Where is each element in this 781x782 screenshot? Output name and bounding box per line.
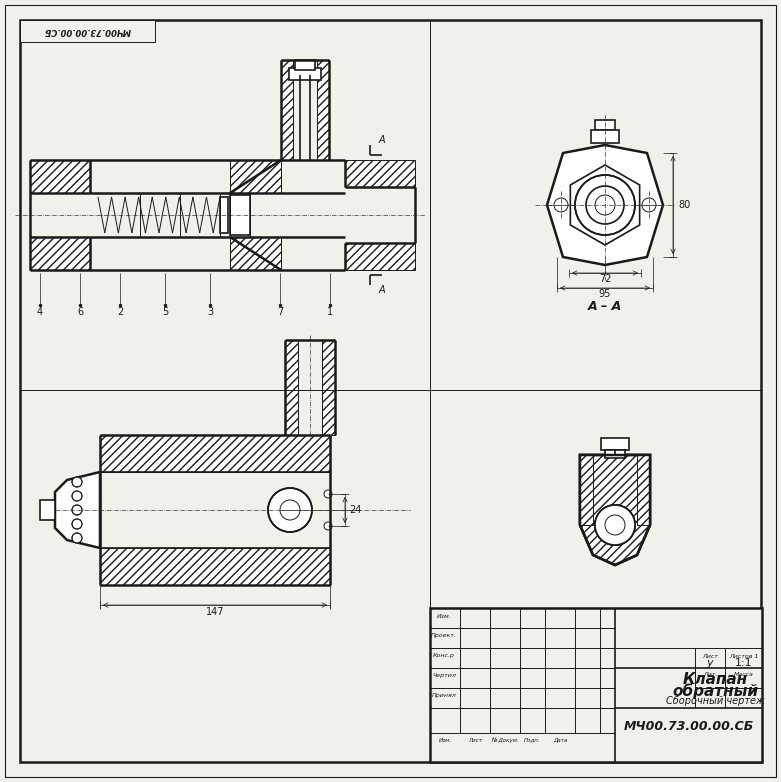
Text: 6: 6	[77, 307, 83, 317]
Text: Изм.: Изм.	[437, 614, 451, 619]
Text: 72: 72	[599, 274, 612, 284]
Circle shape	[72, 477, 82, 487]
Text: А: А	[379, 135, 385, 145]
Bar	[591, 130, 619, 143]
Text: Масса: Масса	[733, 673, 754, 677]
Circle shape	[72, 519, 82, 529]
Text: Принял: Принял	[432, 694, 456, 698]
Text: Лит.: Лит.	[703, 673, 717, 677]
Text: 7: 7	[277, 307, 284, 317]
Text: МЧ00.73.00.00.СБ: МЧ00.73.00.00.СБ	[623, 719, 754, 733]
Bar	[100, 435, 330, 472]
Bar	[345, 160, 415, 187]
Text: Лист: Лист	[468, 737, 482, 742]
Text: 1: 1	[327, 307, 333, 317]
Text: Изм.: Изм.	[439, 737, 451, 742]
Bar	[230, 195, 250, 235]
Bar	[20, 20, 155, 42]
Circle shape	[72, 491, 82, 501]
Text: у: у	[707, 658, 713, 668]
Text: 24: 24	[349, 505, 362, 515]
Bar	[601, 438, 629, 450]
Bar	[580, 455, 593, 525]
Text: 95: 95	[599, 289, 612, 299]
Text: А: А	[379, 285, 385, 295]
Text: Лист: Лист	[702, 654, 718, 658]
Polygon shape	[580, 455, 650, 565]
Bar	[595, 120, 615, 130]
Circle shape	[595, 505, 635, 545]
Text: Подп.: Подп.	[524, 737, 540, 742]
Text: Клапан: Клапан	[683, 673, 747, 687]
Text: МЧ00.73.00.00.СБ: МЧ00.73.00.00.СБ	[44, 27, 130, 35]
Circle shape	[595, 505, 635, 545]
Text: Листов 1: Листов 1	[729, 654, 758, 658]
Text: 2: 2	[117, 307, 123, 317]
Text: 4: 4	[37, 307, 43, 317]
Bar	[230, 237, 281, 270]
Circle shape	[575, 175, 635, 235]
Bar	[285, 340, 298, 435]
Bar	[220, 197, 228, 233]
Text: Чертил: Чертил	[432, 673, 456, 679]
Circle shape	[324, 522, 332, 530]
Bar	[30, 237, 90, 270]
Text: 80: 80	[678, 200, 690, 210]
Text: Конс.р: Конс.р	[433, 654, 455, 658]
Circle shape	[268, 488, 312, 532]
Bar	[230, 160, 281, 193]
Text: обратный: обратный	[672, 683, 758, 699]
Bar	[637, 455, 650, 525]
Bar	[295, 60, 315, 70]
Polygon shape	[570, 165, 640, 245]
Text: 147: 147	[205, 607, 224, 617]
Bar	[30, 160, 90, 193]
Circle shape	[595, 195, 615, 215]
Bar	[281, 60, 293, 160]
Circle shape	[595, 505, 635, 545]
Polygon shape	[580, 455, 650, 565]
Text: № Докум.: № Докум.	[491, 737, 519, 743]
Bar	[605, 450, 625, 458]
Text: 5: 5	[162, 307, 168, 317]
Circle shape	[72, 533, 82, 543]
Circle shape	[324, 490, 332, 498]
Text: Сборочный чертеж: Сборочный чертеж	[665, 696, 765, 706]
Text: А – А: А – А	[588, 300, 622, 313]
Bar	[100, 548, 330, 585]
Polygon shape	[55, 472, 100, 548]
Text: 3: 3	[207, 307, 213, 317]
Bar	[289, 68, 321, 80]
Text: Дата: Дата	[553, 737, 567, 742]
Bar	[322, 340, 335, 435]
Bar	[40, 500, 55, 520]
Polygon shape	[547, 145, 663, 265]
Circle shape	[72, 505, 82, 515]
Bar	[345, 243, 415, 270]
Bar	[317, 60, 329, 160]
Text: Проект.: Проект.	[431, 633, 457, 638]
Bar	[430, 608, 762, 762]
Text: 1:1: 1:1	[735, 658, 752, 668]
